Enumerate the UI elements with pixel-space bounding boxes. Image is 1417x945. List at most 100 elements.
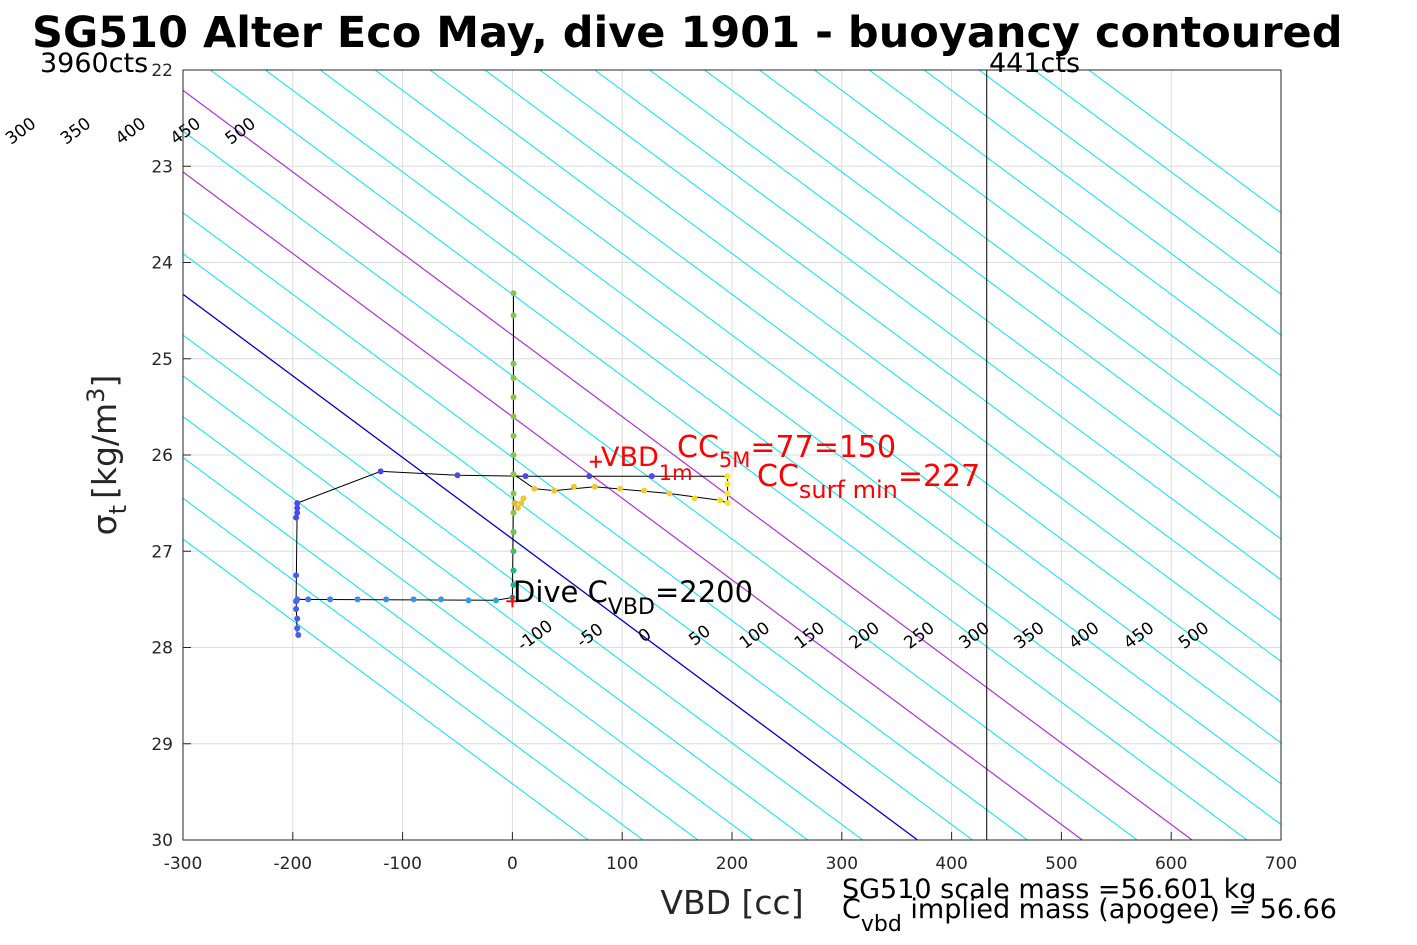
contour-line	[704, 70, 1281, 499]
corner-label-left: 3960cts	[40, 48, 148, 79]
buoyancy-contours	[183, 70, 1281, 840]
annotation-ccsurf-sub: surf min	[799, 476, 898, 504]
trace-line	[295, 293, 729, 636]
trace-point	[295, 631, 302, 638]
contour-line	[183, 334, 863, 840]
y-axis-ticks: 22 23 24 25 26 27 28 29 30	[151, 61, 191, 851]
annotation-vbd-1m: VBD1m	[601, 442, 693, 485]
trace-point	[305, 596, 312, 603]
annotation-cvbd-main: Dive C	[513, 575, 608, 609]
x-tick-label: 200	[716, 854, 748, 874]
y-axis-units: [kg/m	[85, 403, 124, 499]
annotation-vbd-sub: 1m	[659, 461, 693, 485]
contour-label-top: 400	[112, 114, 150, 149]
trace-point	[666, 490, 673, 497]
x-tick-label: 0	[507, 854, 518, 874]
trace-point	[531, 485, 538, 492]
x-axis-label: VBD [cc]	[660, 883, 803, 922]
x-tick-label: -200	[274, 854, 313, 874]
trace-point	[510, 529, 517, 535]
x-axis-ticks: -300 -200 -100 0 100 200 300 400 500 600 700	[164, 832, 1297, 874]
y-axis-label: σt [kg/m3]	[82, 375, 132, 536]
contour-line	[923, 70, 1281, 336]
contour-line	[319, 70, 1281, 785]
contour-line	[183, 538, 589, 840]
trace-point	[716, 497, 723, 504]
footer-scale-mass: SG510 scale mass =56.601 kg	[842, 874, 1256, 905]
contour-line	[978, 70, 1281, 295]
trace-point	[438, 596, 445, 603]
y-axis-superscript: 3	[82, 388, 110, 403]
trace-point	[510, 375, 517, 381]
contour-label-top: 350	[57, 114, 95, 149]
annotation-cc-surf: CCsurf min=227	[757, 459, 980, 504]
trace-point	[586, 473, 593, 480]
x-tick-label: 300	[826, 854, 858, 874]
plus-marker	[506, 595, 519, 608]
trace-point	[591, 483, 598, 490]
contour-line	[594, 70, 1281, 581]
red-markers	[506, 455, 602, 608]
trace-point	[510, 581, 517, 588]
trace-point	[648, 473, 655, 480]
contour-line	[374, 70, 1281, 744]
trace-point	[294, 596, 301, 603]
contour-line	[429, 70, 1281, 703]
trace-point	[410, 596, 417, 603]
trace-point	[641, 487, 648, 494]
contour-line	[868, 70, 1281, 377]
x-tick-label: 400	[935, 854, 967, 874]
contour-line	[183, 416, 754, 840]
x-tick-label: 700	[1265, 854, 1297, 874]
trace-point	[724, 480, 731, 487]
contour-line	[759, 70, 1281, 459]
trace-point	[570, 483, 577, 490]
contour-line	[183, 375, 809, 840]
trace-point	[514, 504, 521, 511]
contour-line	[183, 89, 1193, 840]
contour-line	[210, 70, 1248, 840]
contour-label-top: 300	[2, 114, 40, 149]
trace-point	[510, 290, 517, 297]
trace-point	[294, 625, 301, 632]
y-tick-label: 27	[151, 542, 173, 562]
y-tick-label: 28	[151, 639, 173, 659]
contour-line	[183, 171, 1083, 840]
contour-line	[183, 212, 1028, 840]
trace-point	[510, 360, 517, 367]
trace-point	[551, 487, 558, 494]
footer-implied-main: C	[842, 894, 861, 925]
y-tick-label: 26	[151, 446, 173, 466]
annotation-cc5-sub: 5M	[719, 448, 750, 472]
trace-point	[293, 606, 300, 612]
trace-point	[510, 567, 517, 574]
contour-line	[265, 70, 1281, 826]
annotation-dive-cvbd: Dive CVBD=2200	[513, 575, 753, 620]
chart-title: SG510 Alter Eco May, dive 1901 - buoyanc…	[32, 8, 1343, 58]
trace-point	[510, 312, 517, 319]
contour-line	[183, 252, 973, 840]
y-tick-label: 29	[151, 735, 173, 755]
trace-point	[465, 597, 472, 604]
x-tick-label: -100	[383, 854, 422, 874]
trace-point	[492, 597, 499, 604]
annotation-ccsurf-value: =227	[898, 459, 980, 494]
contour-line	[484, 70, 1281, 662]
trace-point	[520, 495, 527, 502]
annotation-ccsurf-main: CC	[757, 459, 799, 494]
trace-point	[510, 432, 517, 439]
y-axis-symbol: σ	[85, 514, 124, 535]
trace-point	[510, 548, 517, 555]
contour-line	[649, 70, 1281, 540]
dive-trace	[293, 290, 731, 638]
trace-point	[354, 596, 361, 603]
trace-point	[724, 473, 731, 480]
trace-point	[511, 500, 518, 507]
annotation-cc5-main: CC	[677, 430, 719, 465]
y-tick-label: 30	[151, 831, 173, 851]
annotation-cc-5m: CC5M=77=150	[677, 430, 896, 472]
contour-line	[183, 497, 644, 840]
footer-implied-sub: vbd	[861, 912, 902, 937]
trace-point	[294, 500, 301, 507]
